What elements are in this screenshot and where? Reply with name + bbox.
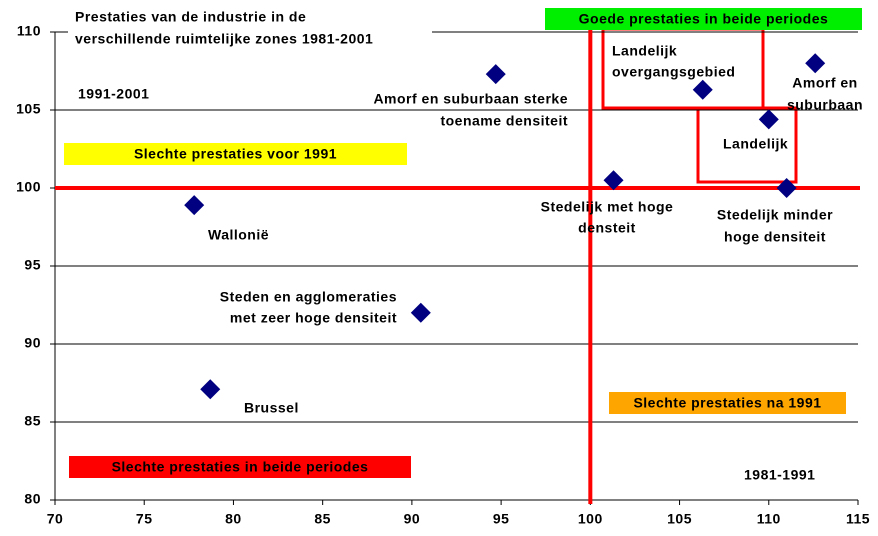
point-label: Steden en agglomeraties (220, 289, 397, 305)
point (184, 195, 205, 216)
chart-title: Prestaties van de industrie in de (75, 9, 306, 25)
x-tick-label: 70 (47, 511, 64, 527)
x-tick-label: 105 (667, 511, 692, 527)
quadrant-box (609, 392, 846, 414)
point (776, 178, 797, 198)
point-label: Amorf en (792, 75, 857, 91)
y-tick-label: 80 (24, 491, 41, 507)
quadrant-label: Slechte prestaties na 1991 (633, 395, 821, 411)
x-tick-label: 110 (757, 511, 781, 527)
point-label: Wallonië (208, 227, 269, 243)
x-tick-label: 80 (225, 511, 242, 527)
point (805, 53, 826, 74)
point-label: Stedelijk met hoge (541, 199, 674, 215)
highlight-box (696, 106, 798, 184)
point-label: Landelijk (612, 43, 677, 59)
point-label: overgangsgebied (612, 64, 735, 80)
chart-title: verschillende ruimtelijke zones 1981-200… (75, 31, 373, 47)
quadrant-box (545, 8, 862, 30)
quadrant-label: Slechte prestaties voor 1991 (134, 146, 337, 162)
y-tick-label: 85 (24, 413, 41, 429)
period-label: 1981-1991 (744, 467, 815, 483)
y-tick-label: 105 (16, 101, 41, 117)
point-label: Stedelijk minder (717, 207, 833, 223)
point (485, 64, 506, 85)
point-label: toename densiteit (440, 113, 568, 129)
x-tick-label: 100 (578, 511, 603, 527)
point-label: Brussel (244, 400, 299, 416)
y-tick-label: 90 (24, 335, 41, 351)
point-label: Amorf en suburbaan sterke (373, 91, 568, 107)
quadrant-label: Goede prestaties in beide periodes (579, 11, 829, 27)
y-tick-label: 110 (17, 23, 41, 39)
quadrant-label: Slechte prestaties in beide periodes (112, 459, 369, 475)
point (758, 109, 779, 130)
y-tick-label: 100 (16, 179, 41, 195)
point-label: Landelijk (723, 136, 788, 152)
point (200, 379, 221, 400)
title-bg (68, 6, 432, 52)
x-tick-label: 85 (314, 511, 331, 527)
point (410, 302, 431, 323)
quadrant-box (64, 143, 407, 165)
point-label: met zeer hoge densiteit (230, 310, 397, 326)
point-label: suburbaan (787, 97, 863, 113)
x-tick-label: 75 (136, 511, 153, 527)
point-label: densteit (578, 220, 636, 236)
x-tick-label: 95 (493, 511, 510, 527)
x-tick-label: 90 (404, 511, 421, 527)
point (603, 170, 624, 191)
point-label: hoge densiteit (724, 229, 826, 245)
point (692, 79, 713, 100)
x-tick-label: 115 (846, 511, 870, 527)
period-label: 1991-2001 (78, 86, 149, 102)
y-tick-label: 95 (24, 257, 41, 273)
quadrant-box (69, 456, 411, 478)
